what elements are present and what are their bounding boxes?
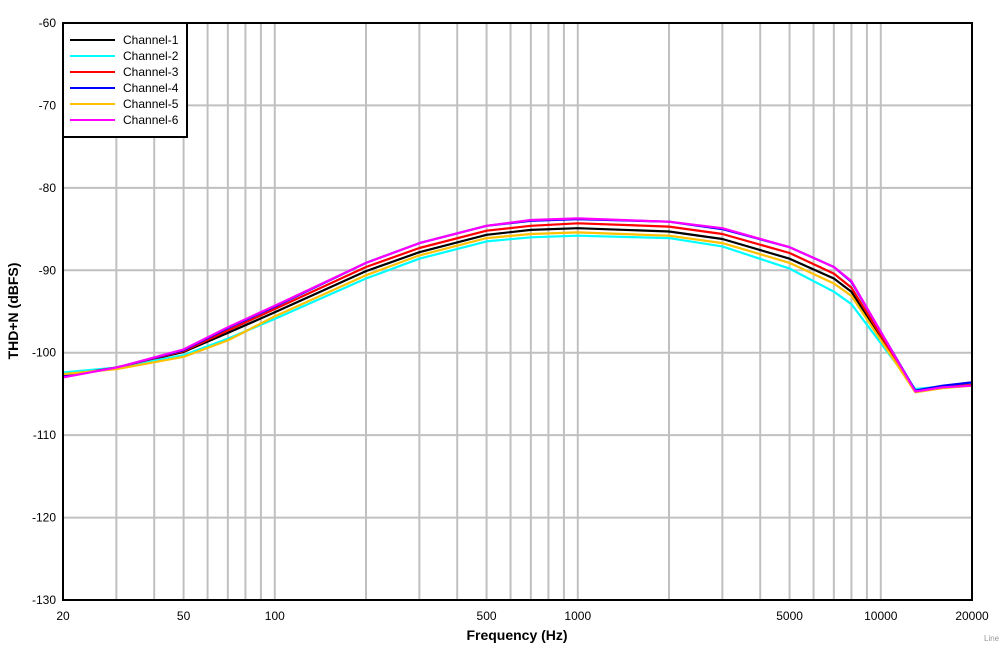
legend-item: Channel-6 [70,113,179,127]
legend-label: Channel-3 [123,65,179,79]
x-tick-label: 20000 [955,609,989,623]
legend-item: Channel-5 [70,97,179,111]
legend-label: Channel-4 [123,81,179,95]
series-line-channel-3 [62,222,973,393]
legend-label: Channel-5 [123,97,179,111]
y-axis-ticks: -60 -70 -80 -90 -100 -110 -120 -130 [32,16,56,607]
y-tick-label: -80 [39,181,57,195]
legend-label: Channel-1 [123,33,179,47]
x-tick-label: 5000 [776,609,803,623]
x-axis-title: Frequency (Hz) [466,627,567,643]
x-tick-label: 50 [177,609,191,623]
series-line-channel-6 [62,217,973,393]
x-tick-label: 1000 [564,609,591,623]
watermark-text: Line [984,634,1000,643]
y-axis-title: THD+N (dBFS) [5,263,21,360]
y-tick-label: -110 [33,428,56,442]
legend-label: Channel-6 [123,113,179,127]
x-axis-ticks: 20 50 100 500 1000 5000 10000 20000 [56,609,989,623]
legend-item: Channel-2 [70,49,179,63]
series-line-channel-1 [62,227,973,392]
legend-item: Channel-3 [70,65,179,79]
x-tick-label: 500 [477,609,497,623]
series-lines [62,217,973,394]
legend-item: Channel-4 [70,81,179,95]
y-tick-label: -70 [39,98,57,112]
legend-box [62,22,188,138]
x-tick-label: 10000 [864,609,898,623]
plot-frame [62,22,973,601]
legend: Channel-1 Channel-2 Channel-3 Channel-4 Chan… [62,22,188,138]
series-line-channel-2 [62,234,973,391]
y-tick-label: -60 [39,16,57,30]
series-line-channel-5 [62,231,973,394]
legend-item: Channel-1 [70,33,179,47]
y-tick-label: -100 [32,346,56,360]
x-tick-label: 100 [265,609,285,623]
legend-label: Channel-2 [123,49,179,63]
x-tick-label: 20 [56,609,70,623]
y-tick-label: -90 [39,263,57,277]
y-tick-label: -120 [32,511,56,525]
y-tick-label: -130 [32,593,56,607]
